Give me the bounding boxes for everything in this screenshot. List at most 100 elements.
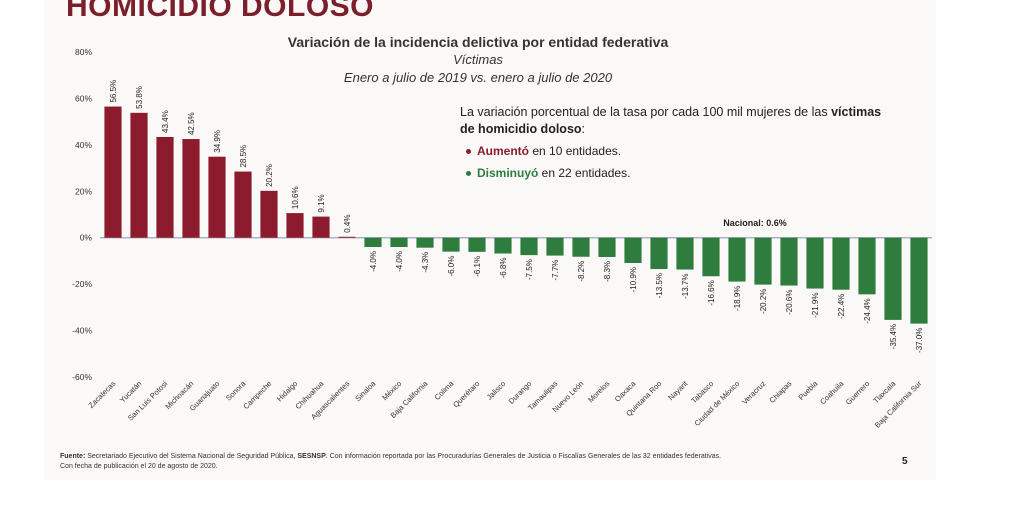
data-label: 43.4% bbox=[161, 110, 170, 133]
data-label: 53.8% bbox=[135, 86, 144, 109]
data-label: 9.1% bbox=[317, 194, 326, 212]
category-label: Chiapas bbox=[768, 379, 794, 405]
page-title: HOMICIDIO DOLOSO bbox=[66, 0, 374, 23]
bullet-increase: Aumentó en 10 entidades. bbox=[466, 144, 621, 158]
category-label: Hidalgo bbox=[275, 379, 299, 403]
bar bbox=[884, 237, 902, 320]
bar bbox=[364, 237, 382, 247]
data-label: -21.9% bbox=[811, 293, 820, 318]
y-tick-label: -60% bbox=[72, 372, 92, 382]
data-label: -6.8% bbox=[499, 258, 508, 279]
bar bbox=[312, 216, 330, 238]
data-label: 56.5% bbox=[109, 80, 118, 103]
category-label: Zacatecas bbox=[87, 379, 118, 410]
data-label: -6.0% bbox=[447, 256, 456, 277]
data-label: 0.4% bbox=[343, 215, 352, 233]
data-label: -8.2% bbox=[577, 261, 586, 282]
category-label: Querétaro bbox=[451, 379, 481, 409]
category-label: Oaxaca bbox=[613, 378, 638, 403]
bar bbox=[286, 213, 304, 238]
source-footer: Fuente: Secretariado Ejecutivo del Siste… bbox=[60, 452, 860, 472]
data-label: 34.9% bbox=[213, 130, 222, 153]
y-tick-label: 20% bbox=[75, 186, 92, 196]
footer-text1: Secretariado Ejecutivo del Sistema Nacio… bbox=[85, 453, 298, 460]
bar bbox=[390, 237, 408, 247]
bar bbox=[676, 237, 694, 270]
y-tick-label: 40% bbox=[75, 140, 92, 150]
category-label: Coahuila bbox=[818, 378, 846, 406]
bar bbox=[234, 171, 252, 238]
bar bbox=[546, 237, 564, 256]
category-label: Colima bbox=[433, 378, 456, 401]
data-label: 20.2% bbox=[265, 164, 274, 187]
data-label: -4.3% bbox=[421, 252, 430, 273]
category-label: Jalisco bbox=[485, 379, 508, 402]
y-tick-label: -20% bbox=[72, 279, 92, 289]
data-label: -35.4% bbox=[889, 324, 898, 349]
data-label: 42.5% bbox=[187, 112, 196, 135]
bar bbox=[520, 237, 538, 256]
data-label: -4.0% bbox=[395, 251, 404, 272]
bar bbox=[832, 237, 850, 290]
data-label: -6.1% bbox=[473, 256, 482, 277]
category-label: Veracruz bbox=[740, 379, 767, 406]
data-label: -20.6% bbox=[785, 290, 794, 315]
footer-label: Fuente: bbox=[60, 453, 86, 460]
bar bbox=[598, 237, 616, 257]
category-label: Yucatán bbox=[118, 379, 144, 405]
category-label: Baja California Sur bbox=[873, 379, 924, 430]
bar bbox=[130, 112, 148, 238]
category-label: Guerrero bbox=[844, 379, 872, 407]
note-bold: víctimas de homicidio doloso bbox=[460, 105, 882, 136]
bar bbox=[650, 237, 668, 270]
data-label: -10.9% bbox=[629, 267, 638, 292]
bar bbox=[910, 237, 928, 324]
bar bbox=[182, 139, 200, 238]
category-label: Nayarit bbox=[666, 378, 690, 402]
chart-title: Variación de la incidencia delictiva por… bbox=[287, 34, 669, 50]
y-tick-label: 0% bbox=[80, 233, 93, 243]
bar bbox=[806, 237, 824, 289]
bar bbox=[260, 190, 278, 238]
bullet-increase-bold: Aumentó bbox=[477, 144, 529, 158]
category-label: Sonora bbox=[224, 378, 248, 402]
data-label: -24.4% bbox=[863, 298, 872, 323]
green-dot-icon bbox=[466, 171, 471, 177]
chart-subtitle: Víctimas bbox=[453, 52, 503, 67]
y-tick-label: 60% bbox=[75, 93, 92, 103]
category-label: Morelos bbox=[586, 379, 611, 404]
bar bbox=[572, 237, 590, 257]
data-label: -4.0% bbox=[369, 251, 378, 272]
bullet-decrease: Disminuyó en 22 entidades. bbox=[466, 166, 630, 180]
red-dot-icon bbox=[466, 149, 471, 155]
data-label: -22.4% bbox=[837, 294, 846, 319]
bar bbox=[728, 237, 746, 282]
bar bbox=[702, 237, 720, 277]
note-colon: : bbox=[581, 122, 586, 136]
footer-date: Con fecha de publicación el 20 de agosto… bbox=[60, 463, 218, 470]
y-tick-label: 80% bbox=[75, 47, 92, 57]
category-label: Campeche bbox=[241, 379, 273, 411]
chart-note: La variación porcentual de la tasa por c… bbox=[460, 104, 890, 138]
data-label: -7.5% bbox=[525, 259, 534, 280]
bar bbox=[338, 236, 356, 238]
category-label: Sinaloa bbox=[353, 378, 378, 403]
bar bbox=[494, 237, 512, 254]
bar bbox=[416, 237, 434, 248]
data-label: -8.3% bbox=[603, 261, 612, 282]
note-text: La variación porcentual de la tasa por c… bbox=[460, 105, 828, 119]
national-reference-label: Nacional: 0.6% bbox=[723, 218, 787, 228]
data-label: -13.5% bbox=[655, 273, 664, 298]
data-label: 28.5% bbox=[239, 145, 248, 168]
data-label: 10.6% bbox=[291, 186, 300, 209]
bar bbox=[442, 237, 460, 252]
y-tick-label: -40% bbox=[72, 326, 92, 336]
bullet-decrease-bold: Disminuyó bbox=[477, 166, 539, 180]
bar bbox=[624, 237, 642, 264]
bar bbox=[780, 237, 798, 286]
category-label: Ciudad de México bbox=[693, 379, 742, 428]
bullet-decrease-text: en 22 entidades. bbox=[538, 166, 631, 180]
bar bbox=[208, 156, 226, 238]
bar bbox=[104, 106, 122, 238]
